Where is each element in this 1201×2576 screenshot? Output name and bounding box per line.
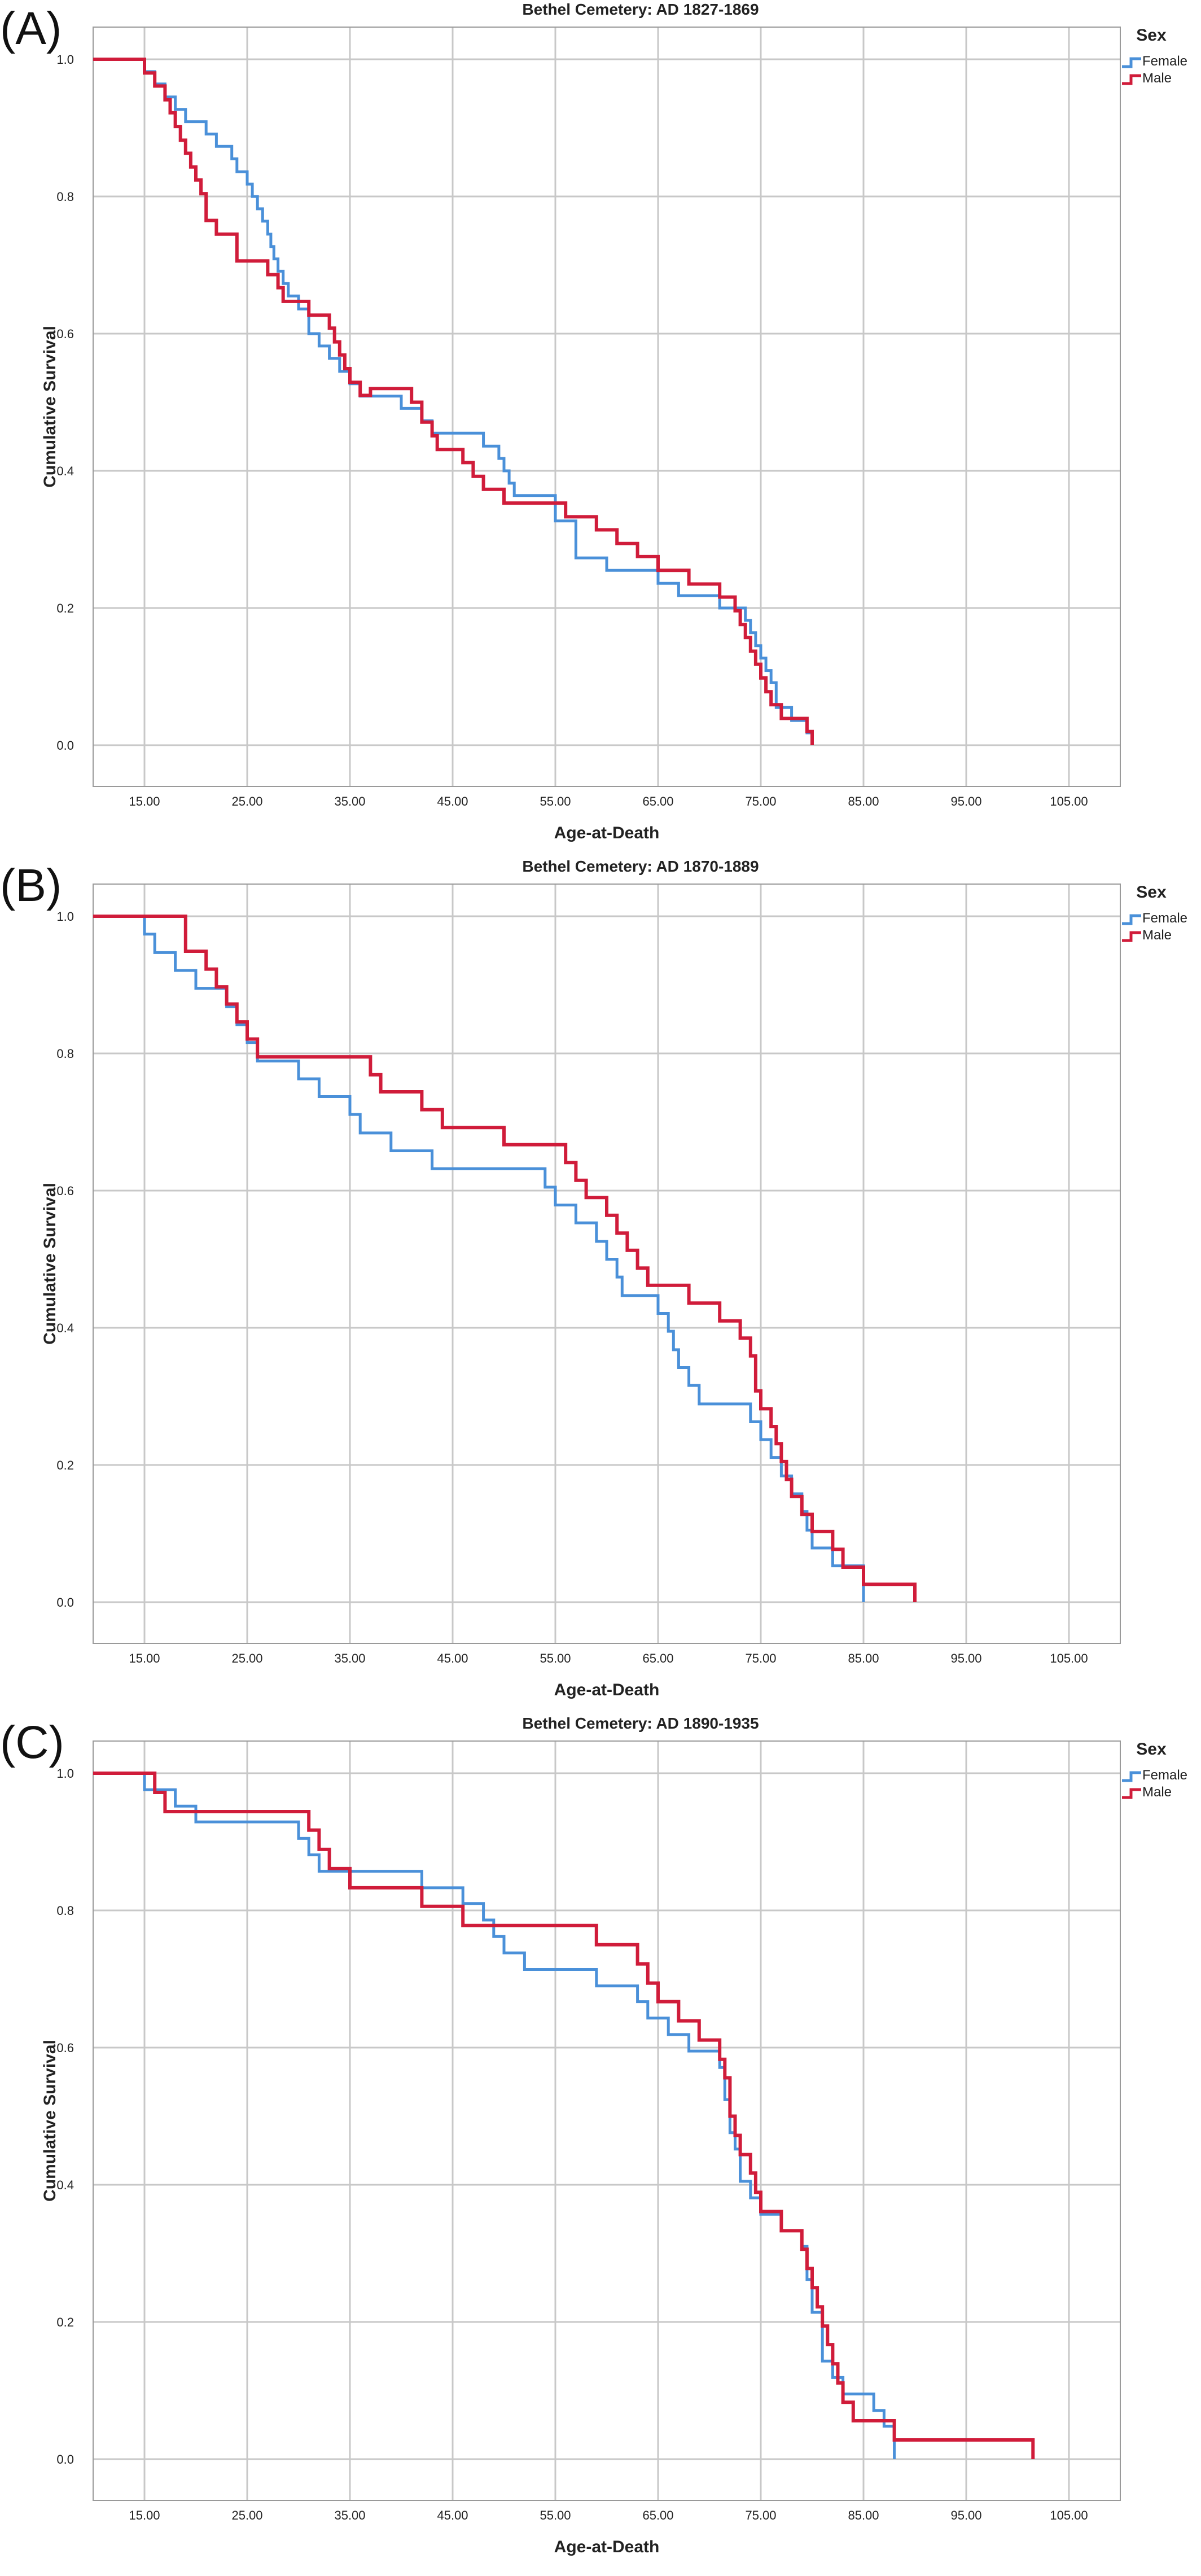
x-tick-label: 65.00 [642,2508,673,2522]
plot-frame [93,884,1121,1644]
x-tick-label: 15.00 [129,1651,160,1665]
x-tick-label: 65.00 [642,794,673,808]
panel-label: (A) [0,3,62,54]
x-tick-label: 45.00 [437,1651,468,1665]
y-tick-label: 0.4 [56,464,74,478]
x-tick-label: 85.00 [848,1651,879,1665]
x-tick-label: 105.00 [1050,1651,1088,1665]
y-axis-label: Cumulative Survival [41,326,59,488]
series-line-male [93,58,814,745]
y-tick-label: 0.6 [56,1184,74,1198]
x-axis-label: Age-at-Death [554,824,660,842]
series-line-male [93,1772,1035,2459]
x-tick-label: 25.00 [231,1651,262,1665]
y-tick-label: 0.0 [56,2452,74,2466]
x-tick-label: 35.00 [334,794,365,808]
legend-label-female: Female [1142,54,1187,69]
x-tick-label: 95.00 [950,1651,981,1665]
x-tick-label: 55.00 [540,794,571,808]
chart-title: Bethel Cemetery: AD 1870-1889 [522,858,759,875]
y-tick-label: 0.2 [56,601,74,615]
y-tick-label: 0.8 [56,1904,74,1918]
legend-title: Sex [1136,26,1167,45]
chart-panel-2: (C) Bethel Cemetery: AD 1890-1935 15.00 25.… [0,1715,1187,2556]
x-tick-label: 15.00 [129,794,160,808]
chart-panel-0: (A) Bethel Cemetery: AD 1827-1869 15.00 25.… [0,1,1187,842]
legend-swatch-male [1122,931,1141,942]
y-tick-label: 0.2 [56,1458,74,1472]
x-tick-label: 45.00 [437,2508,468,2522]
legend-label-female: Female [1142,1768,1187,1783]
y-tick-label: 0.0 [56,1595,74,1610]
series-line-male [93,915,917,1602]
x-tick-label: 35.00 [334,1651,365,1665]
x-tick-label: 55.00 [540,2508,571,2522]
y-tick-label: 1.0 [56,53,74,67]
chart-panel-1: (B) Bethel Cemetery: AD 1870-1889 15.00 25.… [0,858,1187,1699]
panel-label: (C) [0,1717,64,1768]
x-tick-label: 55.00 [540,1651,571,1665]
x-axis-label: Age-at-Death [554,1681,660,1699]
series-line-female [93,915,865,1602]
x-tick-label: 15.00 [129,2508,160,2522]
y-tick-label: 0.4 [56,2178,74,2192]
x-tick-label: 95.00 [950,794,981,808]
y-axis-label: Cumulative Survival [41,1183,59,1345]
legend-label-male: Male [1142,71,1172,86]
plot-frame [93,1740,1121,2501]
legend-label-male: Male [1142,928,1172,943]
legend-title: Sex [1136,1740,1167,1759]
y-tick-label: 0.8 [56,1047,74,1061]
panel-label: (B) [0,860,62,911]
x-tick-label: 95.00 [950,2508,981,2522]
x-tick-label: 85.00 [848,794,879,808]
y-tick-label: 0.2 [56,2315,74,2329]
x-tick-label: 25.00 [231,2508,262,2522]
x-tick-label: 75.00 [745,2508,776,2522]
y-tick-label: 1.0 [56,909,74,924]
x-tick-label: 25.00 [231,794,262,808]
x-axis-label: Age-at-Death [554,2538,660,2556]
legend-label-female: Female [1142,911,1187,926]
x-tick-label: 75.00 [745,1651,776,1665]
chart-title: Bethel Cemetery: AD 1890-1935 [522,1715,759,1732]
legend-title: Sex [1136,883,1167,902]
y-axis-label: Cumulative Survival [41,2040,59,2202]
y-tick-label: 0.0 [56,738,74,753]
legend-swatch-female [1122,57,1141,68]
legend-swatch-male [1122,1788,1141,1799]
y-tick-label: 0.8 [56,190,74,204]
x-tick-label: 45.00 [437,794,468,808]
legend-swatch-male [1122,74,1141,85]
chart-title: Bethel Cemetery: AD 1827-1869 [522,1,759,18]
y-tick-label: 0.4 [56,1321,74,1335]
plot-frame [93,27,1121,787]
y-tick-label: 0.6 [56,2041,74,2055]
legend-swatch-female [1122,914,1141,925]
x-tick-label: 105.00 [1050,2508,1088,2522]
x-tick-label: 105.00 [1050,794,1088,808]
legend-label-male: Male [1142,1785,1172,1800]
y-tick-label: 0.6 [56,327,74,341]
series-line-female [93,1772,896,2459]
x-tick-label: 65.00 [642,1651,673,1665]
x-tick-label: 75.00 [745,794,776,808]
y-tick-label: 1.0 [56,1766,74,1781]
x-tick-label: 35.00 [334,2508,365,2522]
legend-swatch-female [1122,1771,1141,1782]
x-tick-label: 85.00 [848,2508,879,2522]
